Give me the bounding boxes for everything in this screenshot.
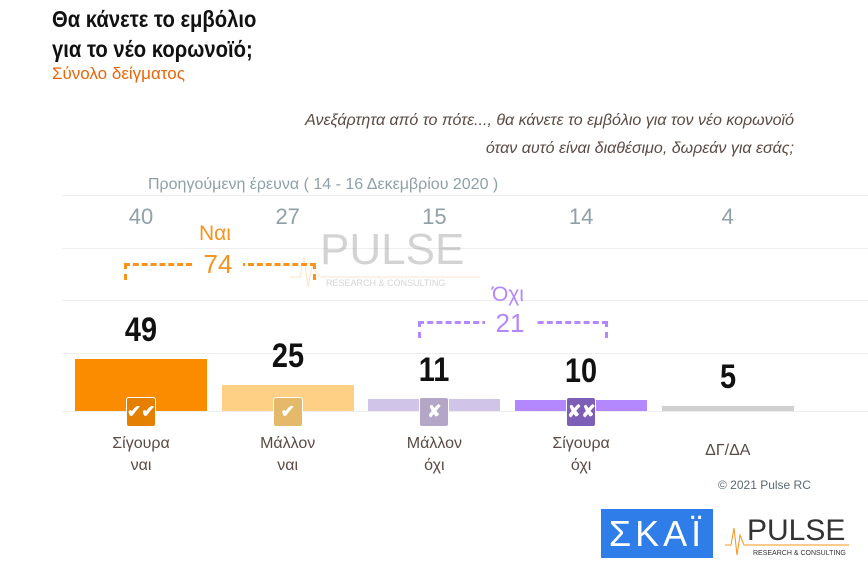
category-label: Σίγουρα όχι (552, 435, 610, 474)
category-label: Σίγουρα ναι (112, 435, 170, 474)
yes-group-total: 74 (193, 249, 243, 280)
category-label: ΔΓ/ΔΑ (705, 442, 751, 459)
question-line-1: Ανεξάρτητα από το πότε..., θα κάνετε το … (305, 112, 794, 129)
value-label: 11 (419, 351, 450, 390)
pulse-watermark: PULSE RESEARCH & CONSULTING (290, 225, 480, 288)
no-group-total: 21 (485, 308, 535, 339)
check-icon: ✔ (272, 397, 303, 427)
pulse-logo: PULSE RESEARCH & CONSULTING (725, 514, 849, 557)
svg-text:PULSE: PULSE (747, 514, 845, 547)
svg-text:PULSE: PULSE (320, 225, 464, 274)
previous-value: 15 (422, 204, 447, 229)
copyright: © 2021 Pulse RC (718, 478, 811, 492)
value-label: 10 (565, 352, 598, 391)
chart-subtitle: Σύνολο δείγματος (52, 64, 185, 83)
previous-survey-label: Προηγούμενη έρευνα ( 14 - 16 Δεκεμβρίου … (148, 176, 499, 193)
value-label: 5 (719, 357, 736, 396)
previous-value: 4 (721, 204, 734, 229)
double-check-icon: ✔✔ (126, 397, 156, 427)
yes-group-label: Ναι (199, 222, 231, 245)
svg-text:RESEARCH & CONSULTING: RESEARCH & CONSULTING (326, 278, 445, 288)
value-label: 49 (124, 311, 158, 350)
no-group-label: Όχι (492, 283, 524, 306)
cross-icon: ✘ (419, 397, 450, 427)
previous-value: 14 (568, 204, 594, 229)
svg-text:RESEARCH & CONSULTING: RESEARCH & CONSULTING (753, 550, 846, 557)
skai-logo: ΣΚΑΪ (601, 509, 713, 558)
bar (661, 405, 794, 411)
category-label: Μάλλον όχι (406, 435, 462, 474)
category-label: Μάλλον ναι (260, 435, 316, 474)
previous-value: 27 (275, 204, 300, 229)
previous-value: 40 (128, 204, 154, 229)
double-cross-icon: ✘✘ (566, 397, 597, 427)
question-line-2: όταν αυτό είναι διαθέσιμο, δωρεάν για εσ… (485, 140, 794, 157)
value-label: 25 (271, 336, 304, 375)
chart-title: Θα κάνετε το εμβόλιο για το νέο κορωνοϊό; (52, 6, 257, 62)
